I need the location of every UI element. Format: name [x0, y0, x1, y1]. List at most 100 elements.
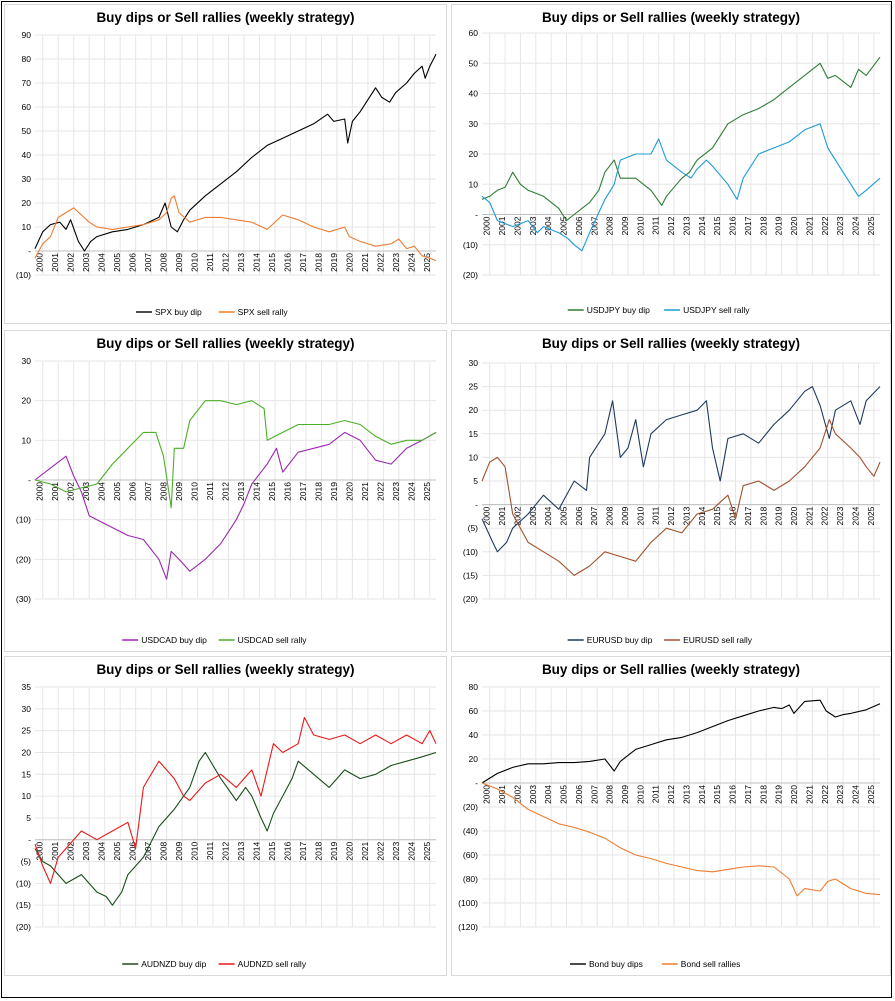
x-tick-label: 2015	[267, 482, 277, 501]
legend: USDCAD buy dip USDCAD sell rally	[122, 635, 307, 645]
x-tick-label: 2010	[635, 216, 645, 235]
y-tick-label: (5)	[21, 857, 32, 867]
x-tick-label: 2012	[666, 506, 676, 525]
y-tick-label: (10)	[463, 240, 478, 250]
chart-panel-audnzd: Buy dips or Sell rallies (weekly strateg…	[4, 656, 447, 976]
y-tick-label: 50	[22, 126, 32, 136]
legend-label: USDCAD sell rally	[238, 635, 308, 645]
x-tick-label: 2010	[190, 482, 200, 501]
x-tick-label: 2023	[835, 216, 845, 235]
chart-title: Buy dips or Sell rallies (weekly strateg…	[542, 10, 800, 25]
series-line-0	[481, 699, 881, 784]
y-tick-label: 60	[22, 102, 32, 112]
series-line-1	[34, 400, 437, 509]
x-tick-label: 2002	[66, 841, 76, 860]
y-tick-label: 40	[22, 150, 32, 160]
x-tick-label: 2018	[313, 253, 323, 272]
x-tick-label: 2025	[866, 506, 876, 525]
chart-svg-1: Buy dips or Sell rallies (weekly strateg…	[463, 10, 881, 315]
x-tick-label: 2025	[422, 841, 432, 860]
x-tick-label: 2009	[620, 785, 630, 804]
x-tick-label: 2013	[681, 216, 691, 235]
x-tick-label: 2022	[375, 253, 385, 272]
y-tick-label: 30	[22, 356, 32, 366]
y-tick-label: (30)	[16, 594, 31, 604]
y-tick-label: (120)	[458, 922, 478, 932]
x-tick-label: 2014	[251, 482, 261, 501]
y-tick-label: 60	[469, 706, 479, 716]
series-line-1	[481, 419, 881, 576]
x-tick-label: 2002	[512, 785, 522, 804]
x-tick-label: 2014	[251, 253, 261, 272]
x-tick-label: 2024	[850, 785, 860, 804]
x-tick-label: 2012	[666, 216, 676, 235]
x-tick-label: 2020	[344, 253, 354, 272]
x-tick-label: 2013	[681, 785, 691, 804]
x-tick-label: 2016	[728, 506, 738, 525]
x-tick-label: 2005	[112, 841, 122, 860]
y-tick-label: (20)	[463, 802, 478, 812]
x-tick-label: 2006	[574, 506, 584, 525]
x-tick-label: 2008	[159, 482, 169, 501]
x-tick-label: 2006	[128, 482, 138, 501]
y-tick-label: 50	[469, 58, 479, 68]
y-tick-label: 15	[22, 769, 32, 779]
x-tick-label: 2000	[482, 785, 492, 804]
y-tick-label: 25	[22, 726, 32, 736]
x-tick-label: 2009	[174, 841, 184, 860]
legend-label: Bond buy dips	[589, 959, 643, 969]
y-tick-label: 40	[469, 89, 479, 99]
y-tick-label: 5	[26, 813, 31, 823]
x-tick-label: 2018	[758, 785, 768, 804]
legend-label: AUDNZD buy dip	[141, 959, 206, 969]
y-tick-label: 20	[22, 747, 32, 757]
chart-title: Buy dips or Sell rallies (weekly strateg…	[542, 662, 800, 677]
x-tick-label: 2019	[774, 506, 784, 525]
x-tick-label: 2020	[344, 482, 354, 501]
x-tick-label: 2006	[574, 216, 584, 235]
x-tick-label: 2003	[81, 482, 91, 501]
x-tick-label: 2008	[159, 841, 169, 860]
chart-title: Buy dips or Sell rallies (weekly strateg…	[96, 662, 354, 677]
chart-panel-bond: Buy dips or Sell rallies (weekly strateg…	[451, 656, 891, 976]
x-tick-label: 2021	[360, 482, 370, 501]
x-tick-label: 2014	[697, 216, 707, 235]
x-tick-label: 2005	[559, 785, 569, 804]
x-tick-label: 2015	[712, 785, 722, 804]
legend: USDJPY buy dip USDJPY sell rally	[567, 305, 750, 315]
y-tick-label: -	[475, 500, 478, 510]
x-tick-label: 2004	[97, 482, 107, 501]
x-tick-label: 2011	[205, 482, 215, 501]
x-tick-label: 2006	[128, 253, 138, 272]
y-tick-label: 90	[22, 30, 32, 40]
x-tick-label: 2021	[804, 216, 814, 235]
y-tick-label: 20	[469, 149, 479, 159]
chart-panel-usdcad: Buy dips or Sell rallies (weekly strateg…	[4, 330, 447, 652]
legend: AUDNZD buy dip AUDNZD sell rally	[122, 959, 307, 969]
y-tick-label: 20	[469, 754, 479, 764]
y-tick-label: 10	[22, 791, 32, 801]
x-tick-label: 2010	[190, 253, 200, 272]
x-tick-label: 2019	[329, 482, 339, 501]
y-tick-label: -	[475, 778, 478, 788]
x-tick-label: 2020	[789, 506, 799, 525]
x-tick-label: 2009	[620, 506, 630, 525]
x-tick-label: 2015	[267, 841, 277, 860]
x-tick-label: 2009	[174, 482, 184, 501]
y-tick-label: 5	[473, 476, 478, 486]
series-line-0	[481, 386, 881, 553]
x-tick-label: 2020	[344, 841, 354, 860]
x-tick-label: 2010	[635, 785, 645, 804]
x-tick-label: 2008	[605, 216, 615, 235]
x-tick-label: 2007	[589, 785, 599, 804]
legend-label: USDJPY sell rally	[683, 305, 750, 315]
chart-title: Buy dips or Sell rallies (weekly strateg…	[96, 10, 354, 25]
y-tick-label: 15	[469, 429, 479, 439]
y-tick-label: (100)	[458, 898, 478, 908]
y-tick-label: 10	[469, 179, 479, 189]
x-tick-label: 2004	[97, 841, 107, 860]
x-tick-label: 2005	[112, 482, 122, 501]
x-tick-label: 2017	[743, 216, 753, 235]
y-tick-label: 40	[469, 730, 479, 740]
x-tick-label: 2011	[651, 506, 661, 525]
